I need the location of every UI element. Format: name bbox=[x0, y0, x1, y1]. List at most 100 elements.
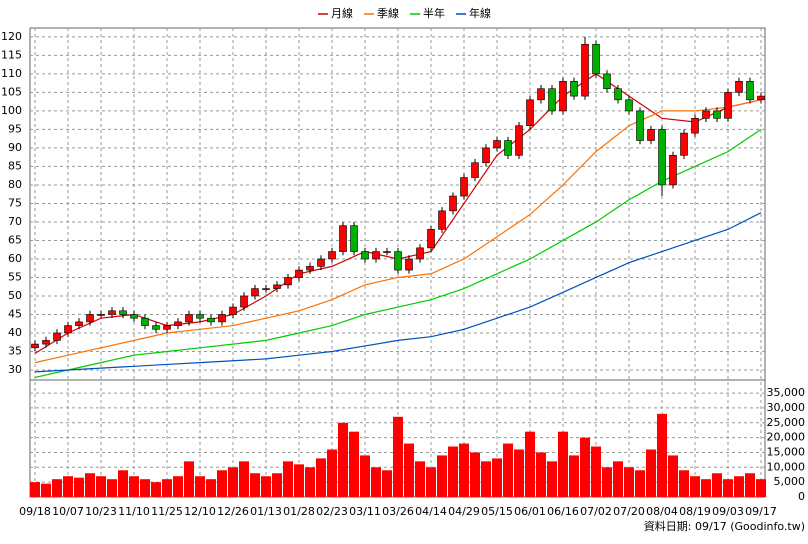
volume-bar bbox=[448, 446, 458, 497]
volume-bar bbox=[635, 470, 645, 497]
y2-tick-label: 10,000 bbox=[767, 460, 806, 473]
y-tick-label: 65 bbox=[8, 233, 22, 246]
volume-bar bbox=[129, 476, 139, 497]
volume-bar bbox=[283, 461, 293, 497]
candle-body bbox=[614, 88, 622, 101]
x-tick-label: 04/14 bbox=[415, 505, 447, 518]
volume-bar bbox=[756, 479, 766, 497]
ma-line bbox=[34, 212, 762, 373]
volume-bar bbox=[547, 461, 557, 497]
y-tick-label: 40 bbox=[8, 326, 22, 339]
candle-body bbox=[482, 147, 490, 164]
candle-body bbox=[75, 321, 83, 326]
volume-bar bbox=[107, 479, 117, 497]
x-tick-label: 08/19 bbox=[679, 505, 711, 518]
volume-bar bbox=[558, 431, 568, 497]
candle-body bbox=[328, 251, 336, 260]
x-tick-label: 09/18 bbox=[19, 505, 51, 518]
y2-tick-label: 15,000 bbox=[767, 445, 806, 458]
volume-bar bbox=[118, 470, 128, 497]
volume-bar bbox=[272, 473, 282, 497]
volume-bar bbox=[327, 449, 337, 497]
candle-body bbox=[471, 162, 479, 178]
candle-body bbox=[581, 43, 589, 97]
y-tick-label: 120 bbox=[1, 30, 22, 43]
candle-body bbox=[713, 110, 721, 119]
x-tick-label: 11/25 bbox=[151, 505, 183, 518]
candle-body bbox=[702, 110, 710, 119]
volume-bar bbox=[195, 476, 205, 497]
candle-body bbox=[262, 288, 270, 290]
candle-body bbox=[350, 225, 358, 252]
volume-bar bbox=[470, 452, 480, 497]
candle-body bbox=[394, 251, 402, 271]
volume-bar bbox=[426, 467, 436, 497]
candle-body bbox=[680, 132, 688, 156]
candle-body bbox=[537, 88, 545, 101]
candle-body bbox=[416, 247, 424, 260]
volume-bar bbox=[96, 476, 106, 497]
candle-body bbox=[427, 229, 435, 249]
volume-bar bbox=[668, 455, 678, 497]
volume-bar bbox=[514, 449, 524, 497]
volume-bar bbox=[382, 470, 392, 497]
volume-bar bbox=[613, 461, 623, 497]
volume-bar bbox=[85, 473, 95, 497]
candle-body bbox=[361, 251, 369, 260]
volume-bar bbox=[228, 467, 238, 497]
volume-bar bbox=[591, 446, 601, 497]
candle-body bbox=[669, 155, 677, 186]
x-tick-label: 07/20 bbox=[613, 505, 645, 518]
y-tick-label: 30 bbox=[8, 363, 22, 376]
candle-body bbox=[647, 129, 655, 141]
legend-label: 半年 bbox=[423, 6, 445, 20]
volume-bar bbox=[602, 467, 612, 497]
y-tick-label: 80 bbox=[8, 178, 22, 191]
y2-tick-label: 5,000 bbox=[774, 475, 806, 488]
volume-bar bbox=[745, 473, 755, 497]
y2-tick-label: 25,000 bbox=[767, 416, 806, 429]
volume-bar bbox=[173, 476, 183, 497]
volume-bar bbox=[349, 431, 359, 497]
volume-bar bbox=[646, 449, 656, 497]
x-tick-label: 02/23 bbox=[316, 505, 348, 518]
volume-bar bbox=[239, 461, 249, 497]
x-tick-label: 05/15 bbox=[481, 505, 513, 518]
x-tick-label: 04/29 bbox=[448, 505, 480, 518]
candle-body bbox=[658, 129, 666, 186]
legend-label: 年線 bbox=[469, 6, 491, 20]
candle-body bbox=[119, 310, 127, 315]
legend-label: 季線 bbox=[377, 6, 399, 20]
volume-bar bbox=[140, 479, 150, 497]
x-tick-label: 01/28 bbox=[283, 505, 315, 518]
legend-label: 月線 bbox=[331, 6, 353, 20]
y-tick-label: 55 bbox=[8, 270, 22, 283]
volume-bar bbox=[734, 476, 744, 497]
candle-body bbox=[449, 195, 457, 212]
candle-body bbox=[174, 321, 182, 326]
volume-bar bbox=[503, 443, 513, 497]
y-tick-label: 70 bbox=[8, 215, 22, 228]
footer: 資料日期: 09/17 (Goodinfo.tw) bbox=[644, 519, 805, 533]
volume-bar bbox=[63, 476, 73, 497]
y-tick-label: 75 bbox=[8, 196, 22, 209]
candle-body bbox=[130, 314, 138, 319]
x-tick-label: 09/17 bbox=[745, 505, 777, 518]
volume-bar bbox=[657, 413, 667, 497]
candle-body bbox=[306, 266, 314, 271]
volume-bar bbox=[360, 455, 370, 497]
candle-body bbox=[64, 325, 72, 334]
volume-bar bbox=[41, 483, 51, 497]
volume-bar bbox=[437, 455, 447, 497]
candle-body bbox=[504, 140, 512, 156]
volume-bar bbox=[569, 455, 579, 497]
candle-body bbox=[229, 306, 237, 315]
x-tick-label: 09/03 bbox=[712, 505, 744, 518]
volume-bar bbox=[250, 473, 260, 497]
volume-bar bbox=[206, 479, 216, 497]
x-tick-label: 10/23 bbox=[85, 505, 117, 518]
y-tick-label: 35 bbox=[8, 344, 22, 357]
candle-body bbox=[691, 118, 699, 134]
candle-body bbox=[438, 210, 446, 230]
